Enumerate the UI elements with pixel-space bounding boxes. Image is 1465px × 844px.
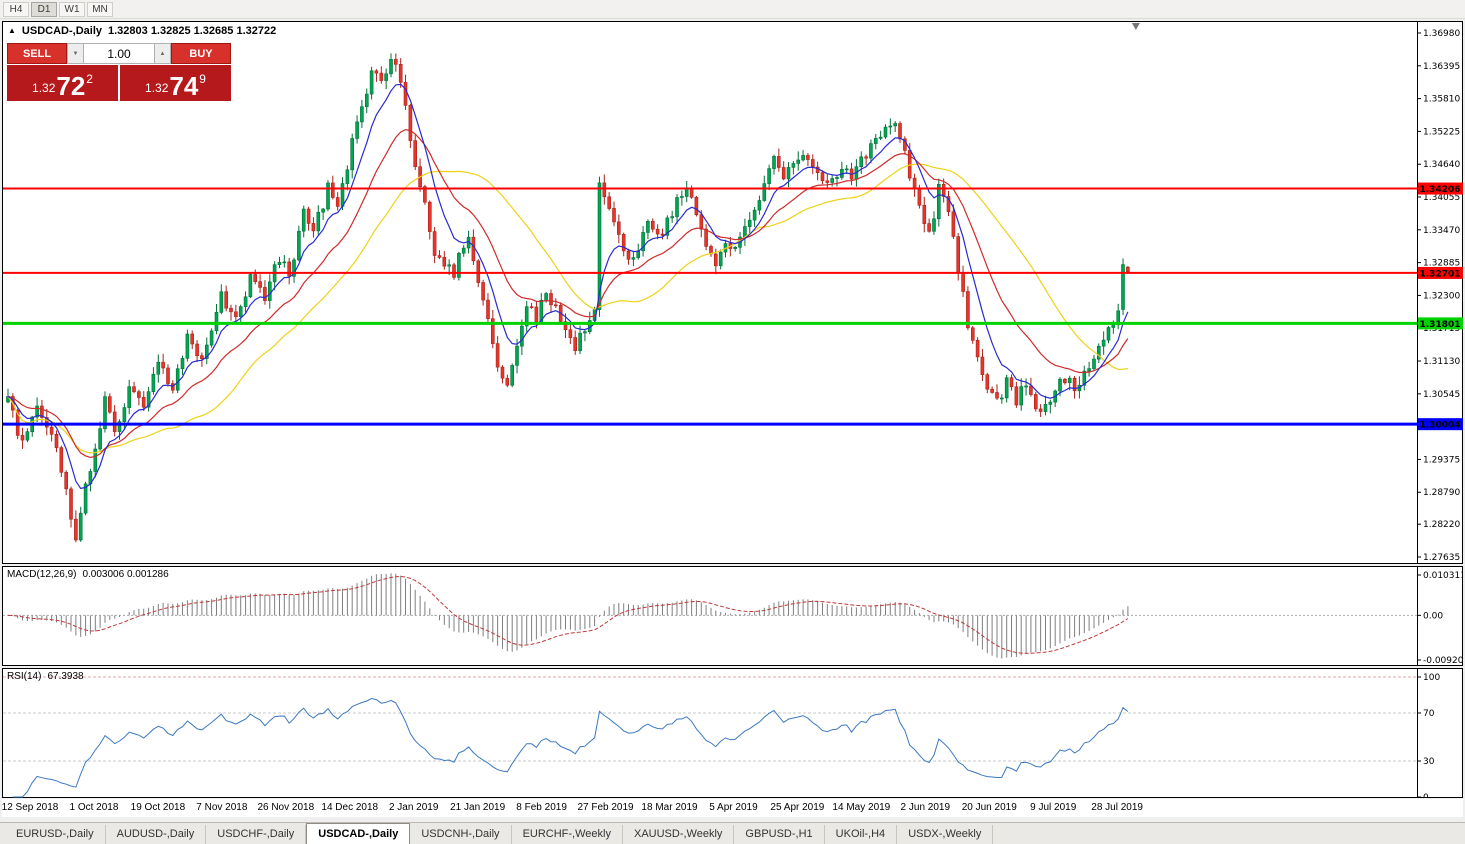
buy-price-point: 9 (199, 72, 206, 86)
svg-text:1.34055: 1.34055 (1423, 193, 1460, 203)
svg-text:1.30545: 1.30545 (1423, 390, 1460, 400)
svg-text:1.34640: 1.34640 (1423, 160, 1460, 170)
svg-text:1.27635: 1.27635 (1423, 553, 1460, 563)
tab-audusd-daily[interactable]: AUDUSD-,Daily (106, 825, 207, 844)
date-label: 9 Jul 2019 (1030, 802, 1077, 813)
buy-price-pips: 74 (169, 70, 199, 101)
rsi-label: RSI(14) 67.3938 (7, 671, 84, 682)
timeframe-button-w1[interactable]: W1 (59, 1, 85, 17)
svg-text:1.33470: 1.33470 (1423, 226, 1460, 236)
rsi-indicator-panel[interactable]: 100 70 30 0 RSI(14) 67.3938 (2, 668, 1463, 798)
svg-text:0.010311: 0.010311 (1423, 571, 1463, 581)
chart-ohlc-values: 1.32803 1.32825 1.32685 1.32722 (108, 25, 277, 37)
rsi-value: 67.3938 (47, 671, 84, 682)
svg-text:-0.009203: -0.009203 (1423, 656, 1463, 666)
date-label: 1 Oct 2018 (69, 802, 119, 813)
date-label: 7 Nov 2018 (196, 802, 248, 813)
buy-price-display[interactable]: 1.32 74 9 (120, 65, 231, 101)
date-axis: 12 Sep 2018 1 Oct 2018 19 Oct 2018 7 Nov 20… (2, 799, 1463, 817)
date-label: 8 Feb 2019 (516, 802, 567, 813)
svg-text:1.28790: 1.28790 (1423, 488, 1460, 498)
volume-decrease-icon[interactable]: ▼ (67, 43, 84, 64)
tab-ukoil-h4[interactable]: UKOil-,H4 (825, 825, 898, 844)
svg-text:0: 0 (1423, 793, 1429, 798)
date-label: 20 Jun 2019 (961, 802, 1017, 813)
date-label: 14 May 2019 (832, 802, 891, 813)
macd-name: MACD(12,26,9) (7, 569, 77, 580)
chart-tabs-bar: EURUSD-,Daily AUDUSD-,Daily USDCHF-,Daily U… (0, 822, 1465, 844)
tab-eurchf-weekly[interactable]: EURCHF-,Weekly (512, 825, 623, 844)
svg-text:1.29375: 1.29375 (1423, 455, 1460, 465)
sell-price-prefix: 1.32 (32, 81, 56, 95)
svg-text:1.32885: 1.32885 (1423, 259, 1460, 269)
svg-text:0.00: 0.00 (1423, 611, 1443, 621)
tab-gbpusd-h1[interactable]: GBPUSD-,H1 (734, 825, 825, 844)
volume-increase-icon[interactable]: ▲ (154, 43, 171, 64)
svg-text:1.36980: 1.36980 (1423, 29, 1460, 39)
date-label: 2 Jan 2019 (388, 802, 439, 813)
macd-label: MACD(12,26,9) 0.003006 0.001286 (7, 569, 169, 580)
one-click-collapse-icon[interactable]: ▲ (8, 26, 16, 35)
volume-input[interactable]: 1.00 (84, 43, 154, 64)
date-label: 25 Apr 2019 (770, 802, 825, 813)
sell-button[interactable]: SELL (7, 43, 67, 64)
svg-text:1.31801: 1.31801 (1420, 320, 1461, 330)
svg-text:70: 70 (1423, 709, 1435, 719)
macd-indicator-panel[interactable]: 0.010311 0.00 -0.009203 MACD(12,26,9) 0.00… (2, 566, 1463, 666)
timeframe-button-d1[interactable]: D1 (31, 1, 57, 17)
svg-text:1.32300: 1.32300 (1423, 291, 1460, 301)
svg-text:30: 30 (1423, 757, 1435, 767)
svg-text:1.34206: 1.34206 (1420, 185, 1461, 195)
tab-usdchf-daily[interactable]: USDCHF-,Daily (206, 825, 307, 844)
price-chart-canvas[interactable]: 1.36980 1.36395 1.35810 1.35225 1.34640 1.340… (2, 21, 1463, 564)
svg-text:1.35225: 1.35225 (1423, 127, 1460, 137)
tab-xauusd-weekly[interactable]: XAUUSD-,Weekly (623, 825, 735, 844)
date-label: 2 Jun 2019 (900, 802, 951, 813)
buy-price-prefix: 1.32 (145, 81, 169, 95)
macd-canvas[interactable]: 0.010311 0.00 -0.009203 (2, 566, 1463, 666)
svg-text:1.36395: 1.36395 (1423, 62, 1460, 72)
date-label: 18 Mar 2019 (641, 802, 698, 813)
rsi-name: RSI(14) (7, 671, 42, 682)
date-label: 14 Dec 2018 (321, 802, 379, 813)
price-chart-panel[interactable]: 1.36980 1.36395 1.35810 1.35225 1.34640 1.340… (2, 21, 1463, 564)
timeframe-button-mn[interactable]: MN (87, 1, 113, 17)
date-label: 12 Sep 2018 (1, 802, 59, 813)
chart-title: ▲ USDCAD-,Daily 1.32803 1.32825 1.32685 … (8, 25, 276, 37)
tab-eurusd-daily[interactable]: EURUSD-,Daily (5, 825, 106, 844)
date-label: 5 Apr 2019 (709, 802, 758, 813)
timeframe-toolbar: H4 D1 W1 MN (0, 0, 1465, 19)
tab-usdcnh-daily[interactable]: USDCNH-,Daily (410, 825, 512, 844)
sell-price-pips: 72 (56, 70, 86, 101)
chart-symbol-label: USDCAD-,Daily (21, 25, 102, 37)
date-label: 19 Oct 2018 (130, 802, 186, 813)
timeframe-button-h4[interactable]: H4 (3, 1, 29, 17)
tab-usdcad-daily[interactable]: USDCAD-,Daily (306, 823, 411, 844)
svg-text:1.31130: 1.31130 (1423, 357, 1460, 367)
tab-usdx-weekly[interactable]: USDX-,Weekly (897, 825, 994, 844)
svg-text:1.35810: 1.35810 (1423, 95, 1460, 105)
macd-values: 0.003006 0.001286 (82, 569, 169, 580)
date-label: 27 Feb 2019 (577, 802, 634, 813)
date-label: 28 Jul 2019 (1091, 802, 1143, 813)
svg-text:100: 100 (1423, 673, 1440, 683)
svg-text:1.32701: 1.32701 (1420, 269, 1461, 279)
date-label: 26 Nov 2018 (257, 802, 315, 813)
sell-price-display[interactable]: 1.32 72 2 (7, 65, 118, 101)
date-label: 21 Jan 2019 (450, 802, 506, 813)
rsi-canvas[interactable]: 100 70 30 0 (2, 668, 1463, 798)
buy-button[interactable]: BUY (171, 43, 231, 64)
sell-price-point: 2 (86, 72, 93, 86)
svg-text:1.28220: 1.28220 (1423, 520, 1460, 530)
svg-text:1.30004: 1.30004 (1420, 421, 1461, 431)
one-click-trading-widget: SELL ▼ 1.00 ▲ BUY 1.32 72 2 1.32 74 9 (7, 43, 231, 101)
